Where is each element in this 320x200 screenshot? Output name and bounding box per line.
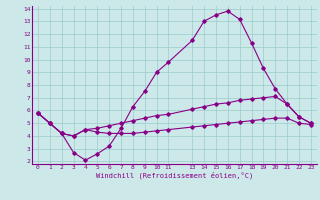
X-axis label: Windchill (Refroidissement éolien,°C): Windchill (Refroidissement éolien,°C) xyxy=(96,172,253,179)
